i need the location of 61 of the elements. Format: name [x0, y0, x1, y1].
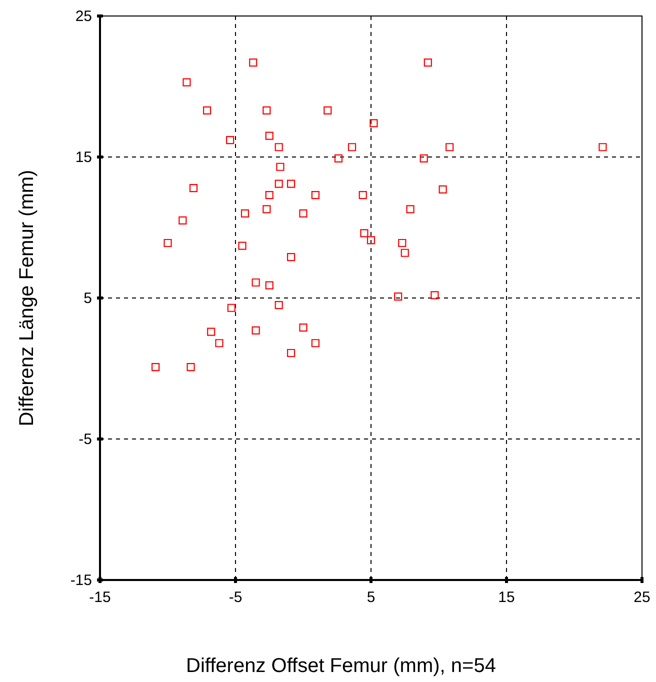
point [227, 304, 236, 312]
point [202, 106, 212, 115]
point [311, 191, 320, 200]
point [430, 291, 439, 300]
point [274, 143, 283, 152]
y-tick-label: 25 [75, 8, 92, 25]
point [249, 58, 258, 67]
point [215, 339, 224, 348]
point [446, 143, 454, 152]
point [299, 324, 308, 332]
point [265, 132, 274, 140]
point [348, 143, 356, 152]
point [287, 180, 296, 188]
point [274, 301, 283, 310]
x-tick-label: -5 [228, 589, 242, 606]
point [598, 143, 607, 152]
point [287, 348, 296, 358]
point [189, 184, 198, 192]
point [252, 326, 260, 334]
point [186, 363, 195, 372]
y-axis-title: Differenz Länge Femur (mm) [16, 170, 38, 426]
x-tick-label: 25 [634, 589, 650, 606]
point [311, 339, 320, 348]
point [178, 216, 187, 224]
point [152, 363, 160, 372]
x-tick-label: -15 [89, 589, 111, 606]
point [262, 205, 271, 214]
point [265, 191, 274, 200]
point [324, 106, 332, 115]
point [226, 136, 234, 144]
point [238, 242, 246, 250]
point [398, 238, 406, 248]
point [207, 328, 216, 336]
x-axis-title: Differenz Offset Femur (mm), n=54 [186, 655, 496, 677]
point [394, 292, 402, 301]
point [360, 229, 368, 238]
point [274, 180, 283, 188]
y-tick-label: 15 [75, 149, 92, 166]
x-tick-label: 5 [366, 589, 376, 606]
point [164, 238, 172, 248]
point [400, 248, 409, 257]
point [438, 185, 447, 194]
point [406, 205, 414, 214]
point [424, 58, 432, 67]
point [262, 106, 271, 115]
point [358, 191, 367, 200]
point [240, 209, 250, 218]
y-tick-label: 5 [84, 290, 92, 307]
x-tick-label: 15 [498, 589, 515, 606]
point [370, 119, 378, 128]
point [265, 281, 274, 290]
y-tick-label: -15 [70, 572, 92, 589]
point [366, 236, 376, 244]
y-tick-label: -5 [78, 431, 92, 448]
point [334, 154, 343, 162]
point [287, 253, 296, 262]
point [420, 154, 428, 162]
point [182, 78, 191, 86]
point [276, 162, 284, 171]
point [252, 278, 260, 287]
point [299, 209, 308, 218]
